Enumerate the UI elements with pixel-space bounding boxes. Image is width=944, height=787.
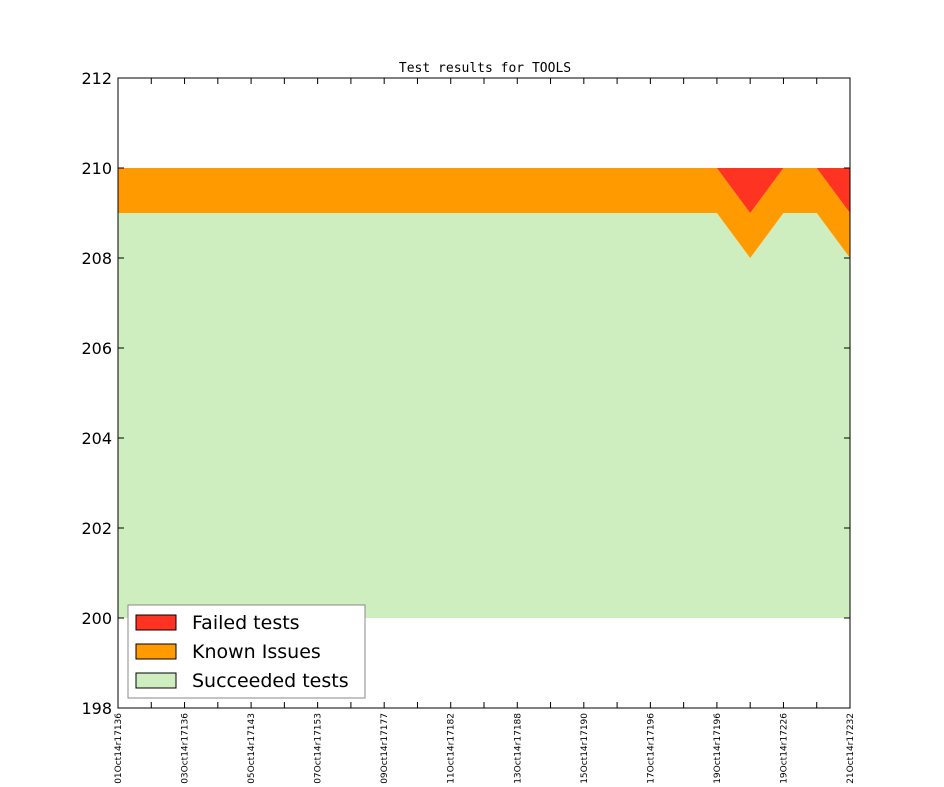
y-tick-label: 208: [81, 249, 112, 268]
legend-swatch: [135, 643, 177, 660]
y-tick-label: 202: [81, 519, 112, 538]
x-tick-label: 11Oct14r17182: [447, 713, 457, 784]
legend-label: Known Issues: [192, 641, 321, 663]
x-tick-label: 15Oct14r17190: [580, 713, 590, 784]
legend-label: Failed tests: [192, 612, 300, 634]
x-tick-label: 17Oct14r17196: [646, 713, 656, 784]
x-tick-label: 05Oct14r17143: [247, 713, 257, 784]
x-tick-label: 19Oct14r17196: [713, 713, 723, 784]
y-tick-label: 204: [81, 429, 112, 448]
chart-title: Test results for TOOLS: [399, 61, 571, 76]
legend-swatch: [135, 614, 177, 631]
plot-frame: [117, 77, 851, 709]
x-tick-label: 07Oct14r17153: [314, 713, 324, 784]
area-succeeded-tests: [118, 213, 850, 618]
x-tick-label: 03Oct14r17136: [181, 713, 191, 784]
x-tick-label: 09Oct14r17177: [380, 713, 390, 784]
y-tick-label: 200: [81, 609, 112, 628]
y-tick-label: 210: [81, 159, 112, 178]
legend: Failed tests Known Issues Succeeded tests: [127, 604, 366, 699]
x-tick-label: 21Oct14r17232: [846, 713, 856, 784]
y-axis: 198 200 202 204 206 208 210 212: [81, 69, 850, 718]
x-axis: 01Oct14r17136 03Oct14r17136 05Oct14r17143 0…: [114, 78, 856, 784]
x-tick-label: 01Oct14r17136: [114, 713, 124, 784]
y-tick-label: 212: [81, 69, 112, 88]
y-tick-label: 198: [81, 699, 112, 718]
stacked-areas: [118, 168, 850, 618]
x-tick-label: 13Oct14r17188: [513, 713, 523, 784]
area-known-issues: [118, 168, 850, 258]
legend-swatch: [135, 672, 177, 689]
legend-label: Succeeded tests: [192, 670, 349, 692]
x-tick-label: 19Oct14r17226: [779, 713, 789, 784]
area-failed-tests: [118, 168, 850, 213]
y-tick-label: 206: [81, 339, 112, 358]
